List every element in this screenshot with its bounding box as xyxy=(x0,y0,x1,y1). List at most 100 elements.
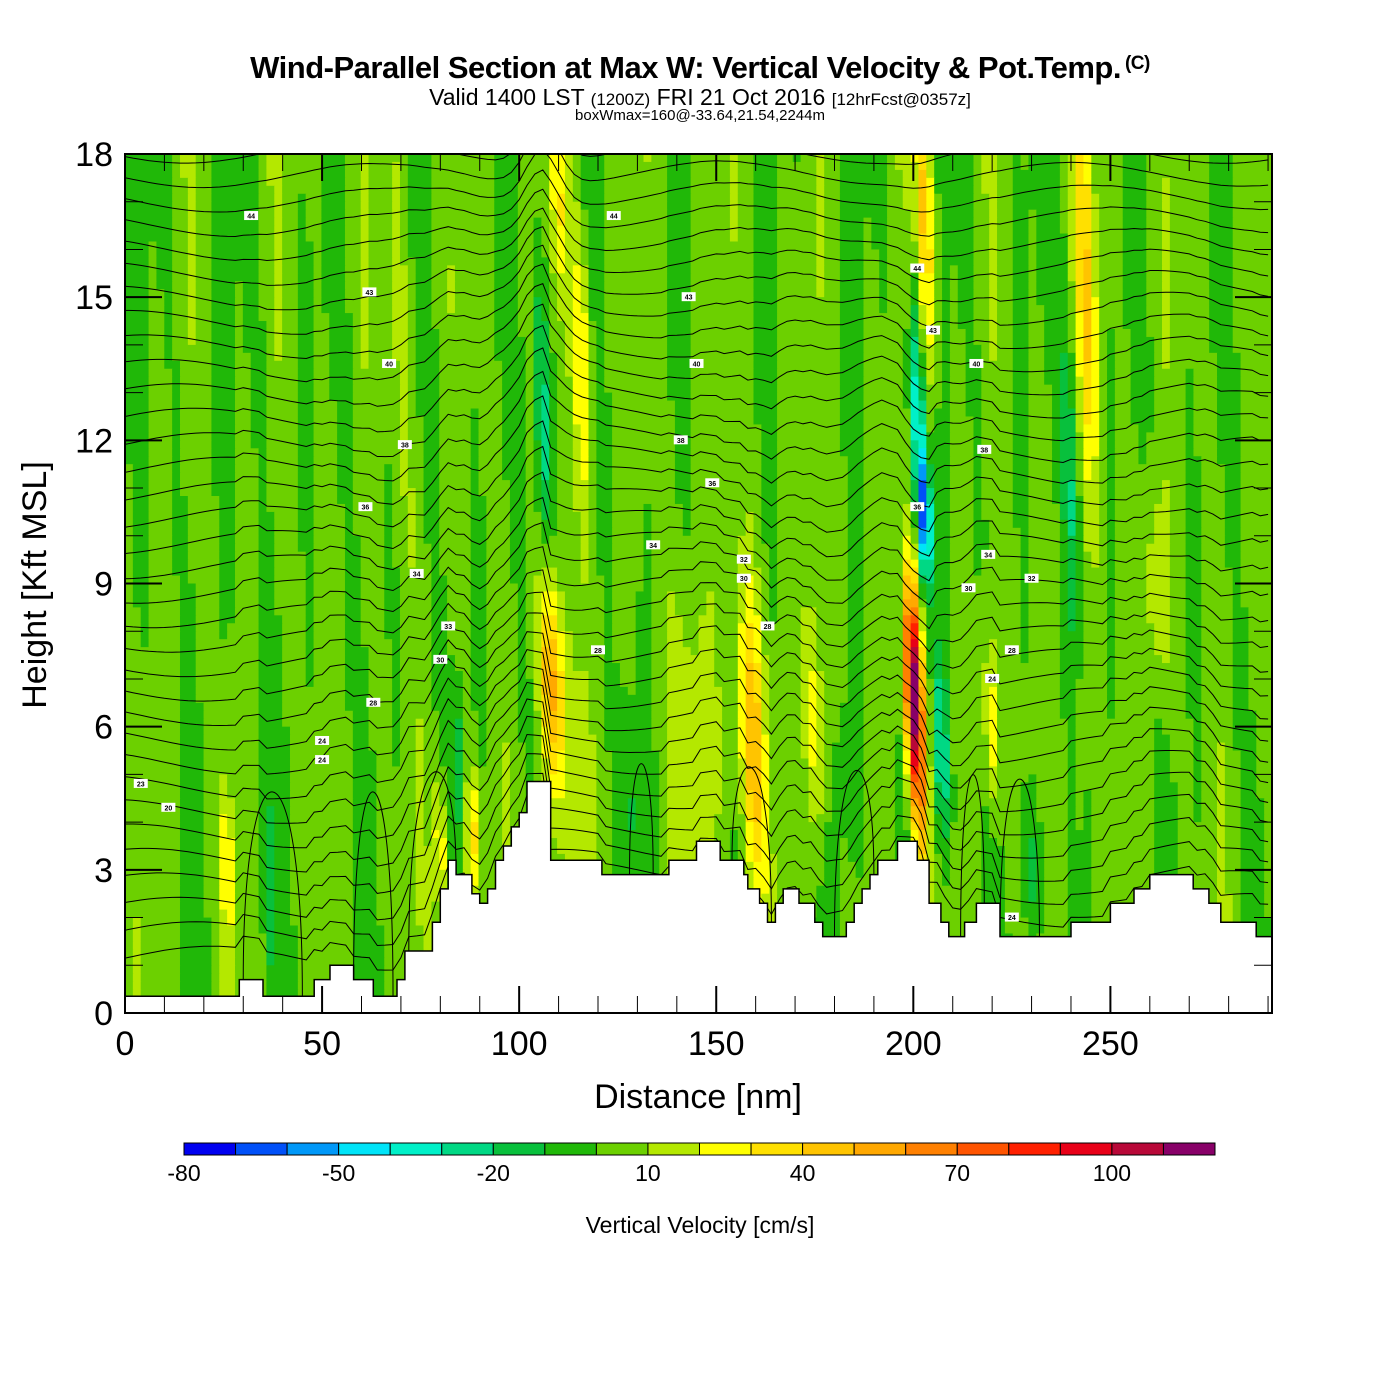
w-cell xyxy=(125,726,181,736)
w-cell xyxy=(344,289,362,298)
w-cell xyxy=(753,336,778,346)
w-cell xyxy=(423,527,440,537)
w-cell xyxy=(753,305,778,314)
w-cell xyxy=(894,766,904,775)
w-cell xyxy=(997,209,1014,219)
w-cell xyxy=(863,639,904,648)
w-cell xyxy=(125,416,150,426)
w-cell xyxy=(148,384,173,394)
w-cell xyxy=(1114,408,1132,418)
w-cell xyxy=(667,686,723,696)
w-cell xyxy=(934,670,943,680)
w-cell xyxy=(1067,734,1077,744)
w-cell xyxy=(494,281,519,290)
w-cell xyxy=(1185,591,1202,600)
w-cell xyxy=(1169,615,1187,624)
w-cell xyxy=(407,305,417,314)
w-cell xyxy=(1091,281,1100,290)
w-cell xyxy=(509,511,527,521)
w-cell xyxy=(1075,496,1085,505)
w-cell xyxy=(832,742,865,752)
w-cell xyxy=(942,400,951,410)
w-cell xyxy=(1232,567,1242,577)
w-cell xyxy=(1193,384,1218,394)
w-cell xyxy=(533,472,542,481)
w-cell xyxy=(1059,217,1069,227)
w-cell xyxy=(125,480,134,489)
w-cell xyxy=(1091,472,1100,481)
w-cell xyxy=(926,185,935,195)
w-cell xyxy=(187,503,220,513)
w-cell xyxy=(1240,384,1272,394)
w-cell xyxy=(1107,631,1116,640)
w-cell xyxy=(729,201,739,211)
w-cell xyxy=(1114,456,1140,465)
w-cell xyxy=(761,464,778,473)
w-cell xyxy=(1232,249,1272,258)
w-cell xyxy=(541,686,550,696)
w-cell xyxy=(344,265,362,274)
w-cell xyxy=(777,591,849,600)
w-cell xyxy=(863,424,912,433)
w-cell xyxy=(234,615,260,624)
w-cell xyxy=(816,177,825,187)
w-cell xyxy=(981,416,1014,426)
w-cell xyxy=(1012,440,1030,449)
w-cell xyxy=(1209,305,1234,314)
w-cell xyxy=(1083,297,1092,306)
w-cell xyxy=(305,607,315,616)
w-cell xyxy=(918,694,927,704)
w-cell xyxy=(368,241,393,251)
w-cell xyxy=(1067,480,1077,489)
w-cell xyxy=(1232,273,1272,282)
w-cell xyxy=(1240,782,1257,791)
w-cell xyxy=(541,535,550,545)
w-cell xyxy=(942,225,975,235)
w-cell xyxy=(470,511,487,521)
w-cell xyxy=(1028,289,1037,298)
w-cell xyxy=(187,201,197,211)
w-cell xyxy=(1083,790,1092,799)
w-cell xyxy=(211,472,236,481)
w-cell xyxy=(274,599,307,608)
w-cell xyxy=(604,710,652,720)
w-cell xyxy=(313,472,338,481)
w-cell xyxy=(934,464,951,473)
w-cell xyxy=(1217,814,1226,823)
w-cell xyxy=(125,782,181,791)
w-cell xyxy=(415,750,425,760)
w-cell xyxy=(517,686,535,696)
w-cell xyxy=(729,185,739,195)
w-cell xyxy=(816,623,849,632)
w-cell xyxy=(777,543,849,553)
w-cell xyxy=(1114,488,1163,497)
w-cell xyxy=(839,328,865,338)
w-cell xyxy=(234,599,260,608)
w-cell xyxy=(1052,488,1061,497)
w-cell xyxy=(368,686,393,696)
w-cell xyxy=(234,432,252,441)
w-cell xyxy=(1036,265,1069,274)
w-cell xyxy=(1217,782,1226,791)
w-cell xyxy=(549,694,558,704)
w-cell xyxy=(588,535,597,545)
w-cell xyxy=(1099,559,1108,569)
w-cell xyxy=(847,694,865,704)
w-cell xyxy=(407,217,432,227)
w-cell xyxy=(761,782,770,791)
w-cell xyxy=(368,281,393,290)
w-cell xyxy=(981,368,1014,378)
w-cell xyxy=(926,663,935,672)
w-cell xyxy=(612,480,676,489)
w-cell xyxy=(1075,758,1155,768)
w-cell xyxy=(910,456,920,465)
w-cell xyxy=(541,432,550,441)
w-cell xyxy=(596,527,613,537)
w-cell xyxy=(423,774,448,783)
w-cell xyxy=(1185,686,1202,696)
w-cell xyxy=(266,424,299,433)
w-cell xyxy=(549,702,558,712)
w-cell xyxy=(722,758,739,768)
w-cell xyxy=(926,750,935,760)
w-cell xyxy=(1185,384,1195,394)
